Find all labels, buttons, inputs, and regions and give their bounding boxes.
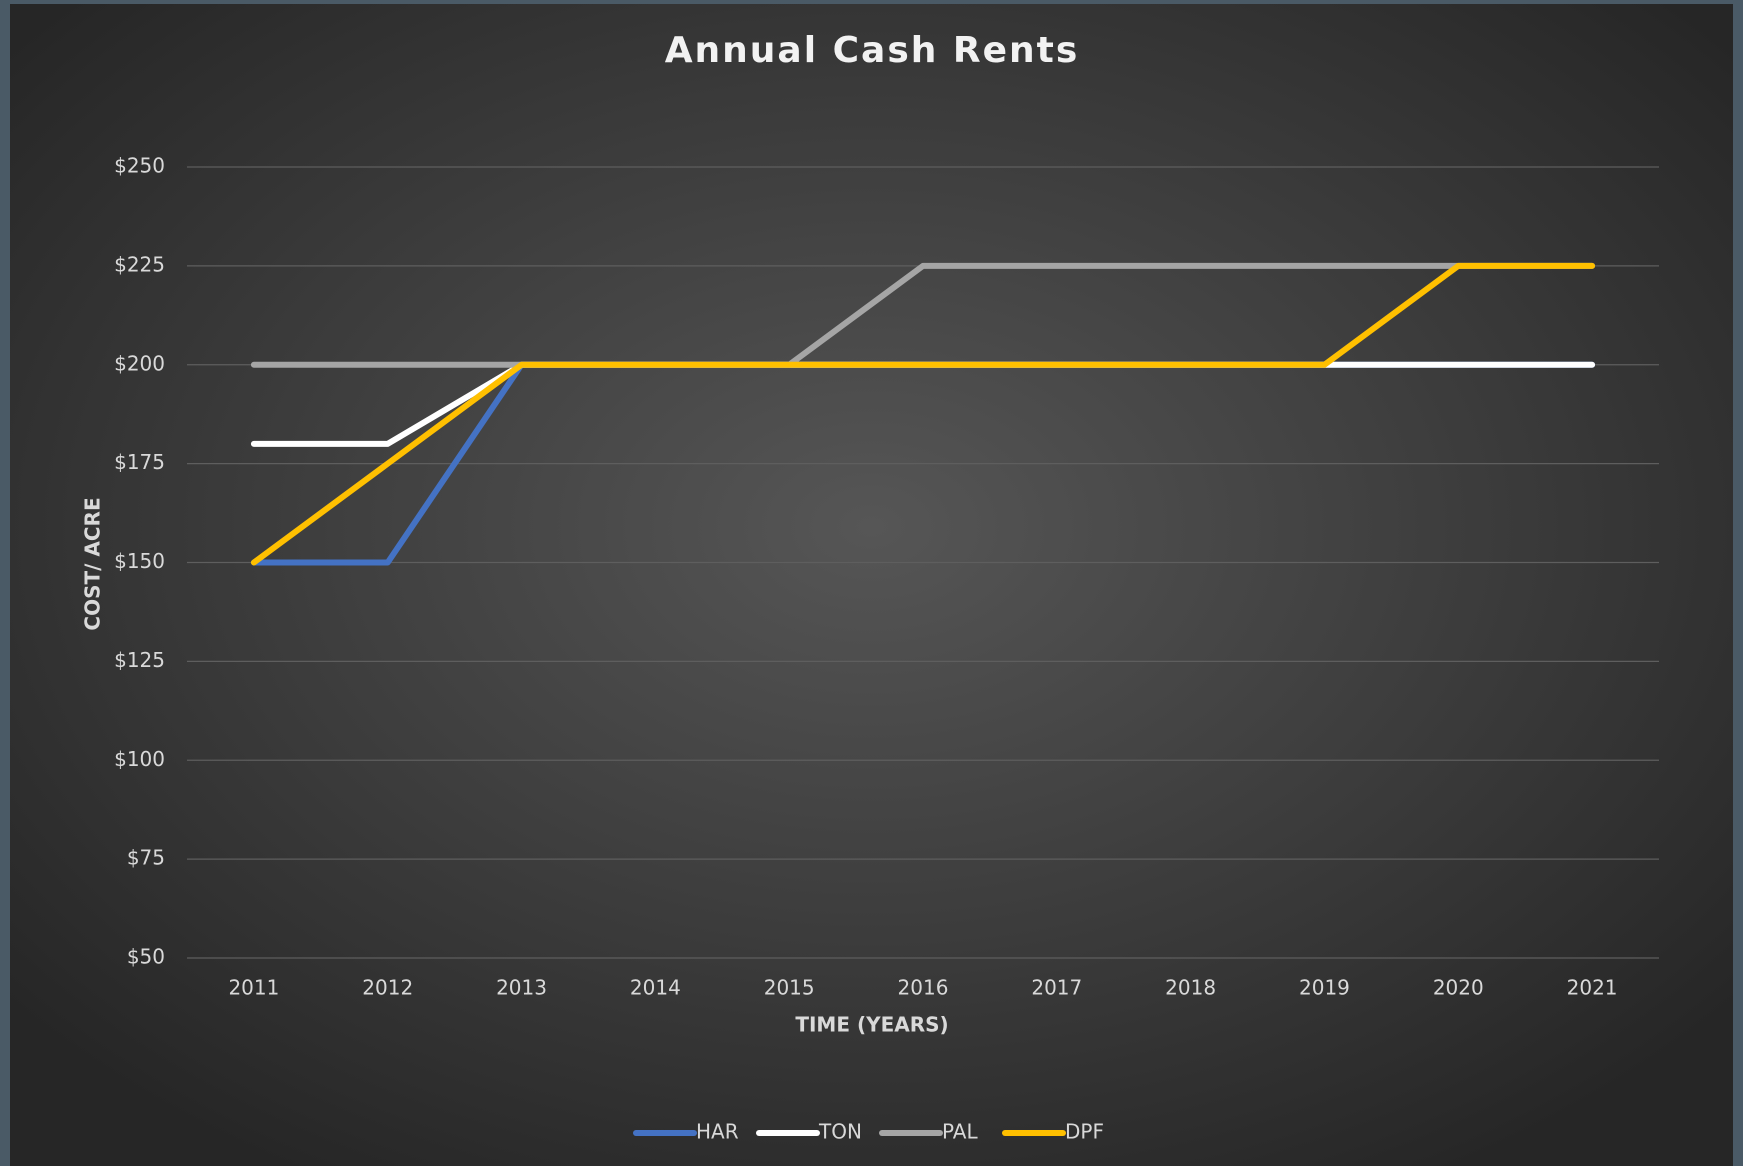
x-tick-label: 2020 [1433,976,1484,1000]
legend-label: DPF [1065,1120,1104,1144]
line-series [250,262,1596,566]
legend-label: PAL [942,1120,978,1144]
x-tick-label: 2017 [1031,976,1082,1000]
x-tick-label: 2019 [1299,976,1350,1000]
legend-label: TON [818,1120,862,1144]
x-tick-label: 2015 [764,976,815,1000]
y-axis-title: COST/ ACRE [81,497,105,630]
legend-label: HAR [696,1120,739,1144]
line-series [250,262,1596,368]
chart-area [10,4,1733,1166]
x-axis-title: TIME (YEARS) [795,1013,948,1037]
x-tick-label: 2012 [362,976,413,1000]
y-tick-label: $75 [127,846,165,870]
x-tick-label: 2021 [1567,976,1618,1000]
x-tick-label: 2016 [898,976,949,1000]
x-tick-label: 2018 [1165,976,1216,1000]
x-tick-label: 2013 [496,976,547,1000]
y-tick-label: $200 [114,351,165,375]
y-tick-label: $100 [114,747,165,771]
y-tick-label: $225 [114,252,165,276]
y-tick-label: $125 [114,648,165,672]
x-tick-label: 2011 [228,976,279,1000]
y-tick-label: $250 [114,154,165,178]
y-tick-label: $175 [114,450,165,474]
y-tick-label: $150 [114,549,165,573]
chart-title: Annual Cash Rents [665,30,1080,71]
x-tick-label: 2014 [630,976,681,1000]
y-tick-label: $50 [127,945,165,969]
